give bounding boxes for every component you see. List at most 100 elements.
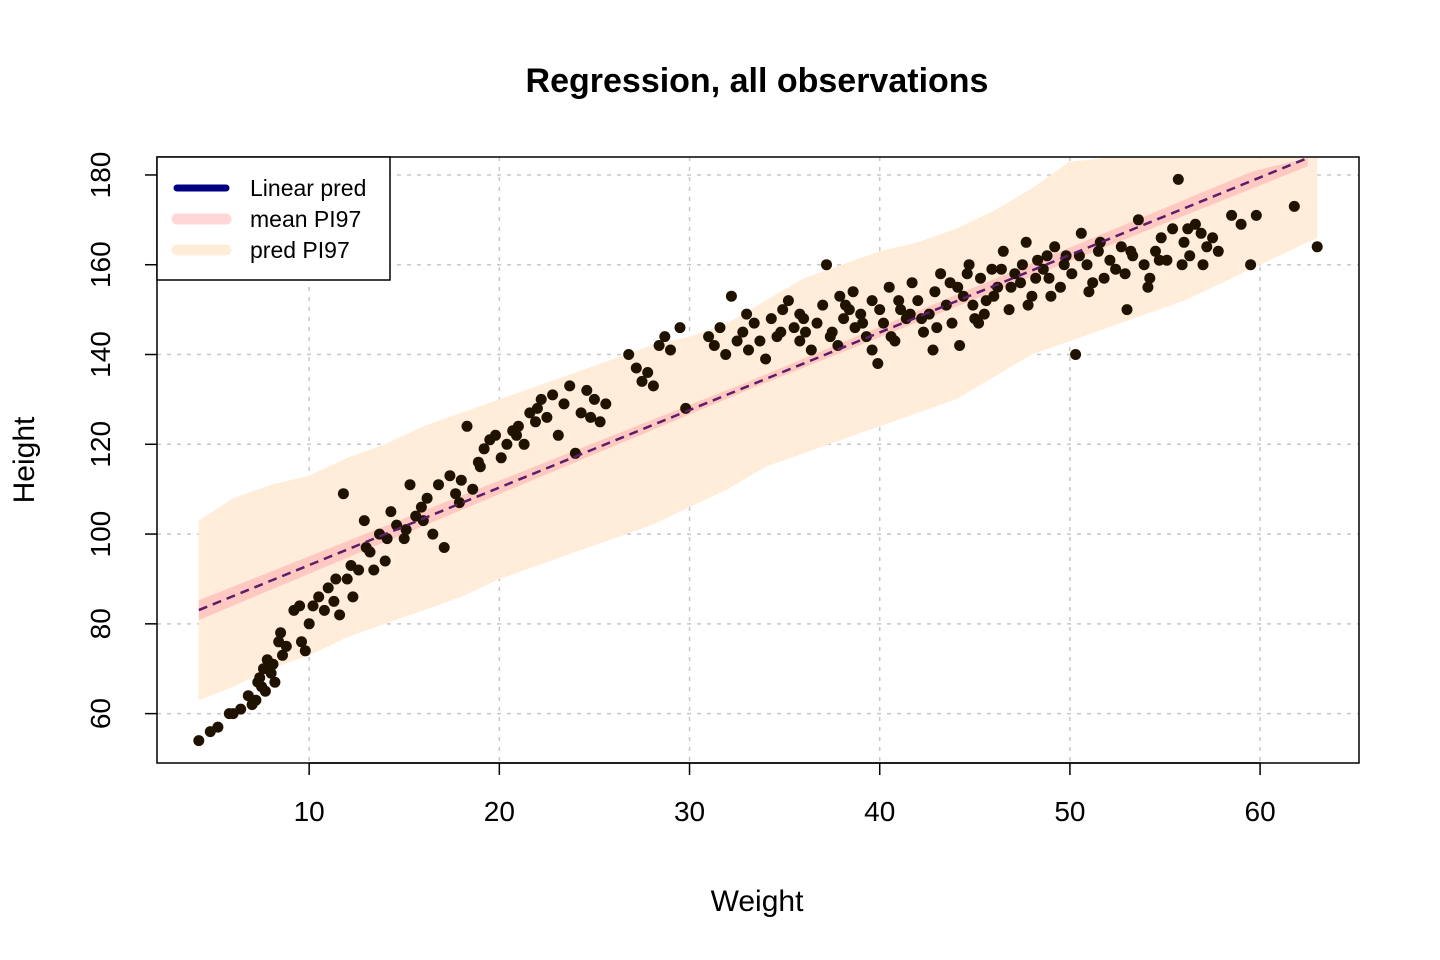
data-point bbox=[1155, 232, 1167, 244]
x-axis: 10 20 30 40 50 60 bbox=[294, 762, 1276, 827]
data-point bbox=[1178, 236, 1190, 248]
data-point bbox=[988, 290, 1000, 302]
data-point bbox=[267, 658, 279, 670]
data-point bbox=[1197, 259, 1209, 271]
data-point bbox=[748, 317, 760, 329]
x-tick-label: 50 bbox=[1054, 796, 1085, 827]
data-point bbox=[878, 317, 889, 329]
data-point bbox=[665, 344, 676, 356]
x-tick-label: 40 bbox=[864, 796, 895, 827]
data-point bbox=[872, 358, 884, 369]
data-point bbox=[995, 263, 1007, 275]
data-point bbox=[916, 313, 928, 325]
data-point bbox=[885, 331, 897, 343]
data-point bbox=[1066, 268, 1078, 280]
data-point bbox=[455, 474, 467, 486]
data-point bbox=[940, 299, 952, 311]
x-axis-label: Weight bbox=[711, 885, 804, 918]
data-point bbox=[347, 591, 359, 603]
data-point bbox=[1212, 245, 1224, 257]
data-point bbox=[954, 340, 966, 351]
data-point bbox=[957, 290, 969, 302]
data-point bbox=[1161, 254, 1173, 266]
data-point bbox=[518, 438, 530, 450]
data-point bbox=[1003, 304, 1015, 316]
data-point bbox=[495, 452, 507, 464]
data-point bbox=[893, 295, 905, 307]
data-point bbox=[269, 676, 281, 688]
data-point bbox=[1245, 259, 1257, 271]
data-point bbox=[564, 380, 576, 392]
data-point bbox=[1058, 259, 1070, 271]
data-point bbox=[1104, 254, 1116, 266]
pred-pi97-band bbox=[198, 158, 1318, 701]
data-point bbox=[765, 313, 777, 325]
data-point bbox=[1020, 236, 1032, 248]
data-point bbox=[585, 411, 597, 423]
data-point bbox=[490, 429, 501, 441]
data-point bbox=[467, 483, 479, 495]
data-point bbox=[531, 402, 543, 414]
data-point bbox=[254, 672, 266, 684]
x-tick-label: 10 bbox=[294, 796, 325, 827]
y-axis: 60 80 100 120 140 160 180 bbox=[85, 152, 157, 729]
data-point bbox=[1195, 227, 1207, 239]
data-point bbox=[235, 703, 247, 715]
data-point bbox=[975, 272, 986, 284]
data-point bbox=[1015, 277, 1026, 289]
y-tick-label: 100 bbox=[85, 511, 116, 558]
data-point bbox=[512, 420, 524, 432]
data-point bbox=[400, 524, 412, 536]
data-point bbox=[398, 533, 410, 545]
data-point bbox=[967, 299, 979, 311]
data-point bbox=[535, 393, 547, 405]
data-point bbox=[1119, 268, 1131, 280]
data-point bbox=[1150, 245, 1161, 257]
data-point bbox=[840, 299, 851, 311]
data-point bbox=[1049, 241, 1061, 253]
data-point bbox=[805, 344, 817, 356]
data-point bbox=[193, 735, 205, 747]
data-point bbox=[1115, 241, 1127, 253]
data-point bbox=[1070, 349, 1082, 360]
data-point bbox=[904, 308, 916, 320]
data-point bbox=[743, 344, 754, 356]
data-point bbox=[341, 573, 353, 585]
data-point bbox=[368, 564, 380, 576]
y-tick-label: 80 bbox=[85, 608, 116, 639]
data-point bbox=[630, 362, 642, 374]
data-point bbox=[714, 322, 726, 334]
data-point bbox=[541, 411, 553, 423]
data-point bbox=[1138, 259, 1150, 271]
data-point bbox=[594, 416, 606, 428]
data-point bbox=[838, 313, 850, 325]
data-point bbox=[1094, 236, 1106, 248]
data-point bbox=[547, 389, 559, 401]
data-point bbox=[800, 326, 811, 338]
data-point bbox=[307, 600, 319, 612]
data-point bbox=[1142, 281, 1154, 293]
data-point bbox=[277, 649, 288, 661]
data-point bbox=[703, 331, 715, 343]
data-point bbox=[1092, 245, 1104, 257]
data-point bbox=[906, 277, 918, 289]
data-point bbox=[280, 640, 292, 652]
data-point bbox=[1016, 259, 1028, 271]
data-points bbox=[193, 173, 1323, 747]
data-point bbox=[1288, 200, 1300, 212]
data-point bbox=[674, 322, 686, 334]
data-point bbox=[935, 268, 947, 280]
data-point bbox=[1005, 281, 1017, 293]
data-point bbox=[433, 479, 444, 491]
data-point bbox=[501, 438, 513, 450]
data-point bbox=[1087, 277, 1099, 289]
data-point bbox=[798, 313, 810, 325]
data-point bbox=[438, 542, 450, 553]
data-point bbox=[330, 573, 342, 585]
data-point bbox=[866, 344, 878, 356]
data-point bbox=[708, 340, 720, 351]
data-point bbox=[358, 515, 370, 527]
data-point bbox=[811, 317, 823, 329]
data-point bbox=[725, 290, 737, 302]
data-point bbox=[973, 317, 985, 329]
